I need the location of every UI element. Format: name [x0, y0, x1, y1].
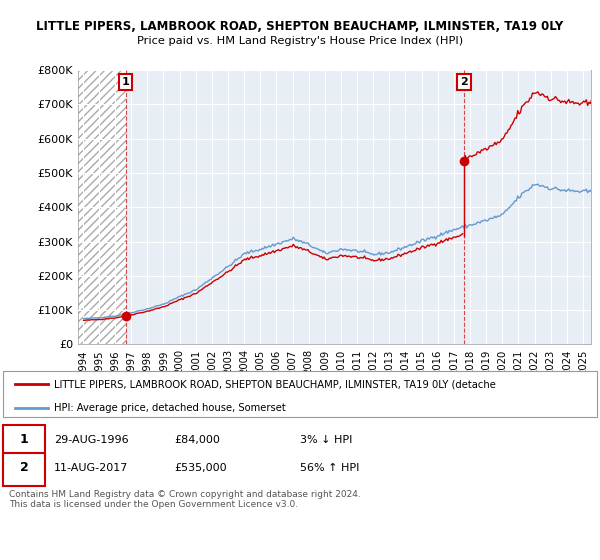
Text: Contains HM Land Registry data © Crown copyright and database right 2024.
This d: Contains HM Land Registry data © Crown c…: [9, 490, 361, 510]
Text: LITTLE PIPERS, LAMBROOK ROAD, SHEPTON BEAUCHAMP, ILMINSTER, TA19 0LY (detache: LITTLE PIPERS, LAMBROOK ROAD, SHEPTON BE…: [54, 379, 496, 389]
Text: HPI: Average price, detached house, Somerset: HPI: Average price, detached house, Some…: [54, 403, 286, 413]
Text: 11-AUG-2017: 11-AUG-2017: [54, 463, 128, 473]
Text: £84,000: £84,000: [174, 435, 220, 445]
Text: 3% ↓ HPI: 3% ↓ HPI: [300, 435, 352, 445]
Text: 2: 2: [460, 77, 468, 87]
Text: 1: 1: [122, 77, 130, 87]
Text: 1: 1: [20, 433, 28, 446]
Text: 2: 2: [20, 461, 28, 474]
Text: £535,000: £535,000: [174, 463, 227, 473]
Text: 56% ↑ HPI: 56% ↑ HPI: [300, 463, 359, 473]
Text: LITTLE PIPERS, LAMBROOK ROAD, SHEPTON BEAUCHAMP, ILMINSTER, TA19 0LY: LITTLE PIPERS, LAMBROOK ROAD, SHEPTON BE…: [37, 20, 563, 32]
Text: 29-AUG-1996: 29-AUG-1996: [54, 435, 128, 445]
Text: Price paid vs. HM Land Registry's House Price Index (HPI): Price paid vs. HM Land Registry's House …: [137, 36, 463, 46]
